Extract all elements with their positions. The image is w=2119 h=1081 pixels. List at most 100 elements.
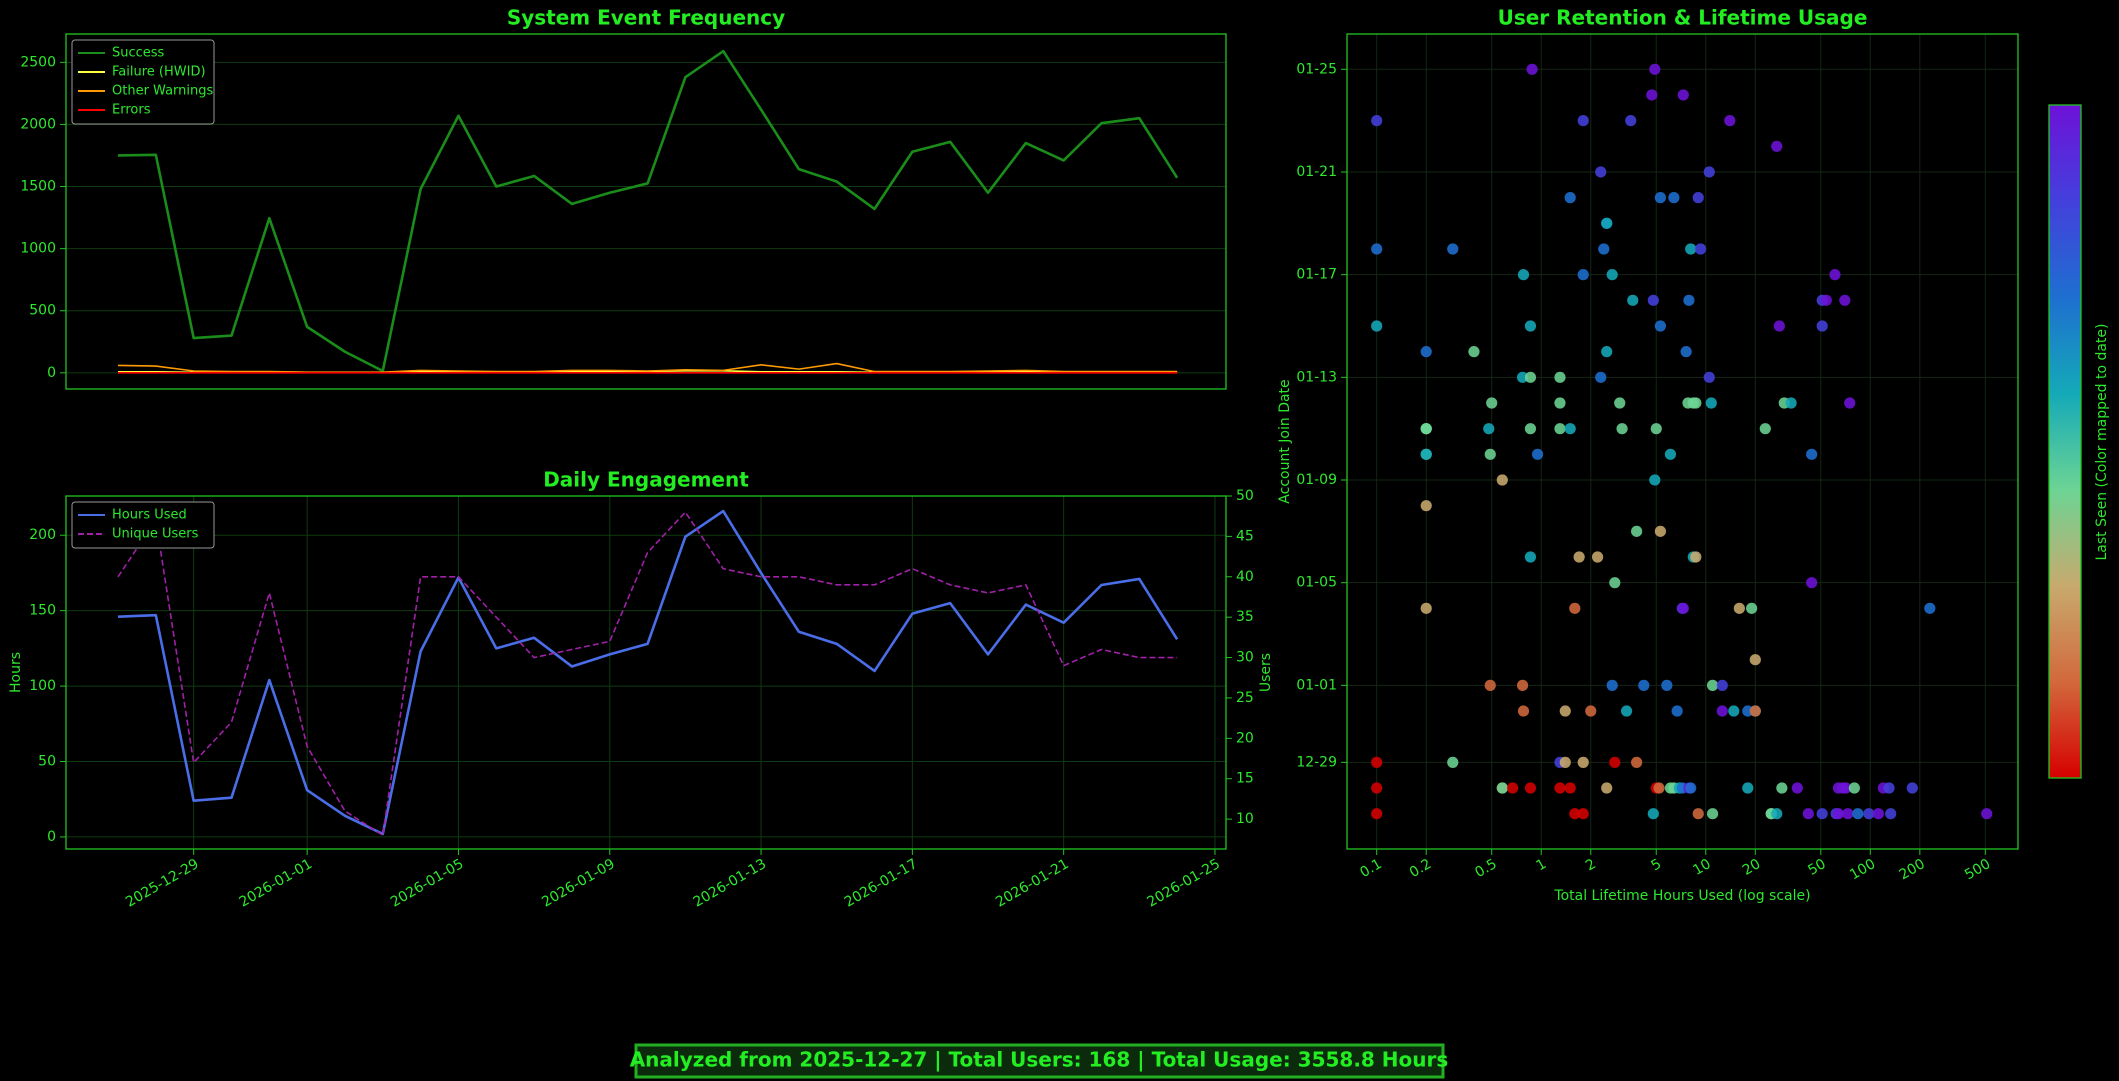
legend-box (71, 39, 215, 125)
user-point (1577, 115, 1589, 127)
user-point (1609, 756, 1621, 768)
user-point (1791, 782, 1803, 794)
user-point (1631, 525, 1643, 537)
legend-label: Failure (HWID) (112, 65, 206, 80)
user-point (1840, 782, 1852, 794)
user-point (1646, 89, 1658, 101)
user-point (1371, 320, 1383, 332)
user-point (1598, 243, 1610, 255)
user-point (1685, 243, 1697, 255)
user-point (1559, 756, 1571, 768)
plot-frame (65, 495, 1227, 850)
y-tick-label: 100 (29, 678, 56, 694)
user-point (1703, 166, 1715, 178)
user-point (1677, 602, 1689, 614)
colorbar-label: Last Seen (Color mapped to date) (2094, 324, 2110, 561)
user-point (1677, 89, 1689, 101)
user-point (1569, 808, 1581, 820)
user-point (1839, 294, 1851, 306)
y-tick-label: 0 (47, 365, 56, 381)
user-point (1573, 551, 1585, 563)
user-point (1627, 294, 1639, 306)
user-point (1806, 577, 1818, 589)
y-tick-label: 1000 (20, 241, 56, 257)
user-point (1524, 371, 1537, 383)
user-point (1694, 243, 1707, 255)
user-point (1771, 808, 1783, 820)
user-point (1692, 808, 1704, 820)
user-point (1468, 346, 1480, 358)
user-point (1554, 782, 1566, 794)
user-point (1749, 654, 1761, 666)
user-point (1606, 679, 1618, 691)
user-point (1683, 294, 1695, 306)
y-tick-label: 01-01 (1296, 677, 1337, 693)
user-point (1524, 551, 1537, 563)
legend-label: Errors (112, 103, 151, 118)
user-point (1742, 782, 1754, 794)
user-point (1620, 705, 1633, 717)
user-point (1771, 140, 1783, 152)
legend-label: Other Warnings (112, 84, 213, 99)
plot-frame (65, 33, 1227, 390)
user-point (1606, 269, 1618, 281)
y2-tick-label: 25 (1236, 690, 1254, 706)
y2-tick-label: 10 (1236, 811, 1254, 827)
user-point (1486, 397, 1498, 409)
user-point (1554, 423, 1566, 435)
user-point (1614, 397, 1626, 409)
y-tick-label: 01-09 (1296, 472, 1337, 488)
user-point (1554, 397, 1566, 409)
user-point (1842, 808, 1854, 820)
user-point (1654, 192, 1667, 204)
chart-title: System Event Frequency (507, 6, 785, 30)
user-point (1585, 705, 1597, 717)
chart-title: Daily Engagement (543, 468, 749, 492)
user-point (1484, 448, 1496, 460)
user-point (1524, 782, 1537, 794)
user-point (1420, 500, 1432, 512)
user-point (1668, 192, 1680, 204)
user-point (1595, 166, 1607, 178)
footer-text: Analyzed from 2025-12-27 | Total Users: … (630, 1048, 1449, 1072)
user-point (1420, 602, 1432, 614)
user-point (1564, 423, 1576, 435)
user-point (1680, 346, 1692, 358)
user-point (1816, 808, 1828, 820)
user-point (1728, 705, 1740, 717)
x-tick-label: 50 (1805, 856, 1828, 879)
user-point (1829, 269, 1841, 281)
user-point (1609, 577, 1621, 589)
legend-label: Unique Users (112, 527, 199, 542)
user-point (1526, 63, 1538, 75)
user-point (1844, 397, 1856, 409)
user-point (1420, 448, 1432, 460)
y2-tick-label: 40 (1236, 569, 1254, 585)
user-point (1371, 756, 1383, 768)
user-point (1863, 808, 1875, 820)
y-tick-label: 01-21 (1296, 164, 1337, 180)
y-tick-label: 01-25 (1296, 61, 1337, 77)
user-point (1420, 423, 1432, 435)
y-tick-label: 2500 (20, 54, 56, 70)
user-point (1524, 320, 1537, 332)
user-point (1601, 782, 1613, 794)
y-tick-label: 0 (47, 829, 56, 845)
user-point (1554, 371, 1566, 383)
user-point (1692, 192, 1704, 204)
user-point (1483, 423, 1495, 435)
y2-tick-label: 45 (1236, 528, 1254, 544)
user-point (1705, 397, 1717, 409)
user-point (1564, 782, 1576, 794)
series-line (117, 362, 1178, 374)
y-tick-label: 200 (29, 527, 56, 543)
user-point (1496, 474, 1508, 486)
user-point (1601, 217, 1613, 229)
user-point (1848, 782, 1860, 794)
y-axis-label: Hours (8, 652, 24, 693)
y-tick-label: 2000 (20, 116, 56, 132)
user-point (1371, 808, 1383, 820)
user-point (1595, 371, 1607, 383)
